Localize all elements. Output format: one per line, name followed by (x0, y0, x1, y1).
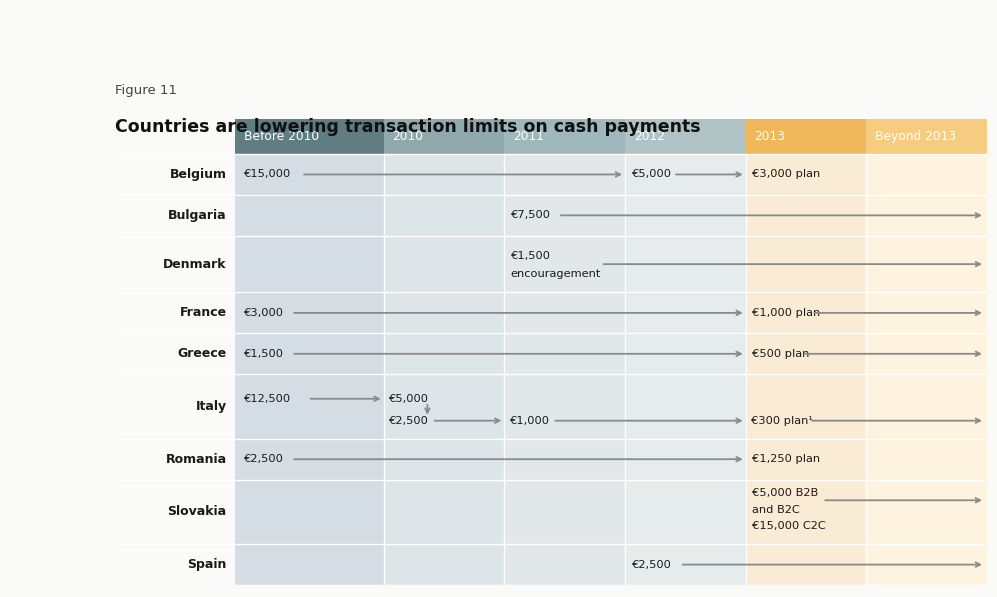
Bar (235, 119, 384, 154)
Text: €1,500: €1,500 (244, 349, 284, 359)
Text: encouragement: encouragement (510, 269, 601, 279)
Text: €1,000: €1,000 (509, 416, 549, 426)
Text: Countries are lowering transaction limits on cash payments: Countries are lowering transaction limit… (115, 118, 700, 136)
Text: €7,500: €7,500 (510, 210, 550, 220)
Text: €500 plan: €500 plan (752, 349, 810, 359)
Text: 2011: 2011 (513, 130, 544, 143)
Bar (504, 119, 625, 154)
Text: €5,000 B2B: €5,000 B2B (752, 488, 819, 498)
Text: €2,500: €2,500 (631, 559, 671, 570)
Text: 2010: 2010 (392, 130, 424, 143)
Bar (866, 154, 987, 585)
Text: €3,000: €3,000 (244, 308, 284, 318)
Text: 2012: 2012 (634, 130, 665, 143)
Bar (625, 119, 746, 154)
Text: €1,250 plan: €1,250 plan (752, 454, 821, 464)
Text: €300 plan¹: €300 plan¹ (751, 416, 813, 426)
Text: Greece: Greece (177, 347, 226, 361)
Text: €3,000 plan: €3,000 plan (752, 170, 821, 180)
Bar (384, 154, 504, 585)
Bar (866, 119, 987, 154)
Text: €15,000: €15,000 (244, 170, 291, 180)
Text: and B2C: and B2C (752, 505, 800, 515)
Text: Spain: Spain (187, 558, 226, 571)
Bar (746, 119, 866, 154)
Bar (746, 154, 866, 585)
Text: Slovakia: Slovakia (167, 506, 226, 518)
Text: €1,000 plan: €1,000 plan (752, 308, 821, 318)
Text: Figure 11: Figure 11 (115, 84, 176, 97)
Text: €5,000: €5,000 (389, 394, 429, 404)
Text: France: France (179, 306, 226, 319)
Text: €2,500: €2,500 (244, 454, 284, 464)
Text: Belgium: Belgium (169, 168, 226, 181)
Text: Bulgaria: Bulgaria (167, 209, 226, 222)
Bar (625, 154, 746, 585)
Text: Before 2010: Before 2010 (244, 130, 319, 143)
Bar (235, 154, 384, 585)
Text: €2,500: €2,500 (389, 416, 429, 426)
Text: Beyond 2013: Beyond 2013 (875, 130, 956, 143)
Text: €12,500: €12,500 (244, 394, 291, 404)
Bar (504, 154, 625, 585)
Text: €15,000 C2C: €15,000 C2C (752, 521, 826, 531)
Text: 2013: 2013 (755, 130, 786, 143)
Text: €1,500: €1,500 (510, 251, 550, 261)
Bar (384, 119, 504, 154)
Text: Italy: Italy (195, 400, 226, 413)
Text: Denmark: Denmark (164, 258, 226, 270)
Text: Romania: Romania (166, 453, 226, 466)
Text: €5,000: €5,000 (631, 170, 672, 180)
